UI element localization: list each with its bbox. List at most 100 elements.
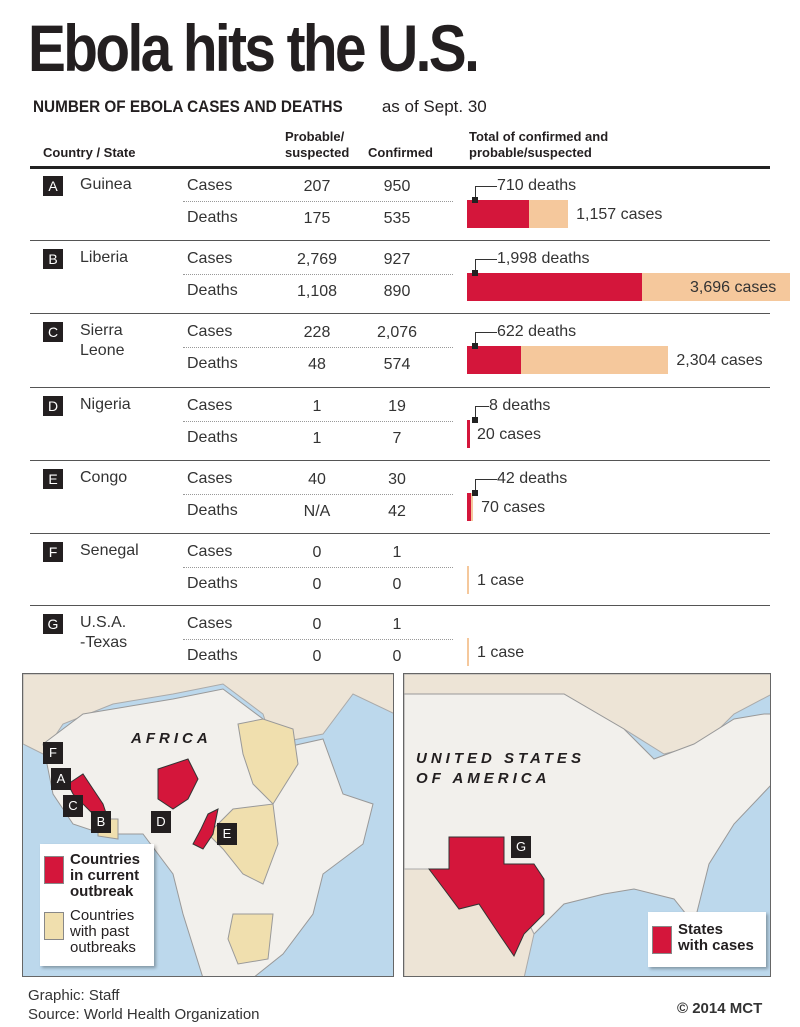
cases-confirmed: 927 — [383, 251, 411, 268]
cases-total-label: 70 cases — [481, 499, 546, 516]
deaths-label: Deaths — [187, 575, 238, 592]
cases-confirmed: 1 — [392, 616, 402, 633]
deaths-total-label: 42 deaths — [497, 470, 568, 487]
cases-label: Cases — [187, 615, 233, 632]
deaths-confirmed: 890 — [383, 283, 411, 300]
row-divider-dotted — [183, 639, 453, 640]
legend-past: Countries with past outbreaks — [70, 907, 136, 956]
deaths-label: Deaths — [187, 209, 238, 226]
row-divider-dotted — [183, 494, 453, 495]
marker-g: G — [511, 836, 531, 858]
deaths-bar — [467, 200, 530, 228]
row-divider-dotted — [183, 201, 453, 202]
row-divider — [30, 533, 770, 534]
deaths-probable: 1,108 — [296, 283, 338, 300]
cases-probable: 2,769 — [296, 251, 338, 268]
deaths-confirmed: 535 — [383, 210, 411, 227]
deaths-label: Deaths — [187, 282, 238, 299]
header-rule — [30, 166, 770, 169]
cases-total-label: 2,304 cases — [676, 352, 763, 369]
header-country: Country / State — [43, 145, 136, 160]
cases-total-label: 1 case — [477, 572, 525, 589]
header-probable-2: suspected — [285, 145, 350, 160]
cases-total-label: 3,696 cases — [690, 279, 777, 296]
country-letter-badge: E — [43, 469, 63, 489]
deaths-total-label: 8 deaths — [489, 397, 551, 414]
deaths-label: Deaths — [187, 355, 238, 372]
deaths-bar — [467, 420, 470, 448]
country-letter-badge: C — [43, 322, 63, 342]
country-letter-badge: D — [43, 396, 63, 416]
country-name: Sierra — [80, 322, 123, 339]
cases-bar — [467, 566, 469, 594]
deaths-leader-dot — [472, 490, 478, 496]
country-letter-badge: G — [43, 614, 63, 634]
marker-d: D — [151, 811, 171, 833]
country-letter-badge: B — [43, 249, 63, 269]
country-name: Nigeria — [80, 396, 131, 413]
deaths-leader-dot — [472, 197, 478, 203]
subtitle-date: as of Sept. 30 — [381, 97, 487, 116]
deaths-leader-dot — [472, 270, 478, 276]
deaths-total-label: 622 deaths — [497, 323, 577, 340]
credit-graphic: Graphic: Staff — [28, 987, 120, 1004]
cases-confirmed: 1 — [392, 544, 402, 561]
africa-label: AFRICA — [131, 730, 212, 747]
country-name: Guinea — [80, 176, 132, 193]
deaths-leader-line — [475, 479, 497, 493]
cases-probable: 1 — [312, 398, 322, 415]
page-title: Ebola hits the U.S. — [28, 11, 480, 85]
deaths-leader-dot — [472, 343, 478, 349]
copyright: © 2014 MCT — [677, 1000, 763, 1017]
deaths-probable: 175 — [303, 210, 331, 227]
deaths-total-label: 710 deaths — [497, 177, 577, 194]
past-outbreak-swatch — [44, 912, 64, 940]
africa-map: AFRICA F A C B D E Countries in current ou… — [22, 673, 394, 977]
usa-map-shapes — [404, 674, 770, 976]
deaths-total-label: 1,998 deaths — [497, 250, 590, 267]
country-name: -Texas — [80, 634, 128, 651]
credit-source: Source: World Health Organization — [28, 1006, 260, 1023]
country-name: Liberia — [80, 249, 129, 266]
deaths-label: Deaths — [187, 502, 238, 519]
cases-total-label: 1,157 cases — [576, 206, 663, 223]
row-divider — [30, 387, 770, 388]
usa-legend: States with cases — [648, 912, 766, 967]
deaths-confirmed: 0 — [392, 576, 402, 593]
marker-a: A — [51, 768, 71, 790]
row-divider — [30, 605, 770, 606]
deaths-leader-line — [475, 259, 497, 273]
cases-label: Cases — [187, 323, 233, 340]
country-name: Congo — [80, 469, 128, 486]
cases-label: Cases — [187, 250, 233, 267]
marker-e: E — [217, 823, 237, 845]
deaths-leader-dot — [472, 417, 478, 423]
country-name: Senegal — [80, 542, 139, 559]
deaths-bar — [467, 493, 471, 521]
cases-probable: 228 — [303, 324, 331, 341]
cases-label: Cases — [187, 177, 233, 194]
cases-label: Cases — [187, 543, 233, 560]
deaths-leader-line — [475, 406, 489, 420]
deaths-leader-line — [475, 332, 497, 346]
header-confirmed: Confirmed — [368, 145, 433, 160]
deaths-probable: 1 — [312, 430, 322, 447]
row-divider-dotted — [183, 347, 453, 348]
marker-b: B — [91, 811, 111, 833]
header-total-1: Total of confirmed and — [469, 129, 609, 144]
deaths-bar — [467, 273, 642, 301]
cases-probable: 0 — [312, 616, 322, 633]
africa-map-shapes — [23, 674, 393, 976]
subtitle-main: NUMBER OF EBOLA CASES AND DEATHS — [33, 97, 343, 116]
states-with-cases-swatch — [652, 926, 672, 954]
cases-total-label: 20 cases — [477, 426, 542, 443]
header-probable-1: Probable/ — [285, 129, 345, 144]
subtitle: NUMBER OF EBOLA CASES AND DEATHS as of S… — [33, 97, 487, 117]
deaths-confirmed: 42 — [388, 503, 406, 520]
cases-probable: 0 — [312, 544, 322, 561]
cases-confirmed: 30 — [388, 471, 406, 488]
cases-total-label: 1 case — [477, 644, 525, 661]
deaths-label: Deaths — [187, 429, 238, 446]
cases-probable: 40 — [308, 471, 326, 488]
cases-confirmed: 19 — [388, 398, 406, 415]
